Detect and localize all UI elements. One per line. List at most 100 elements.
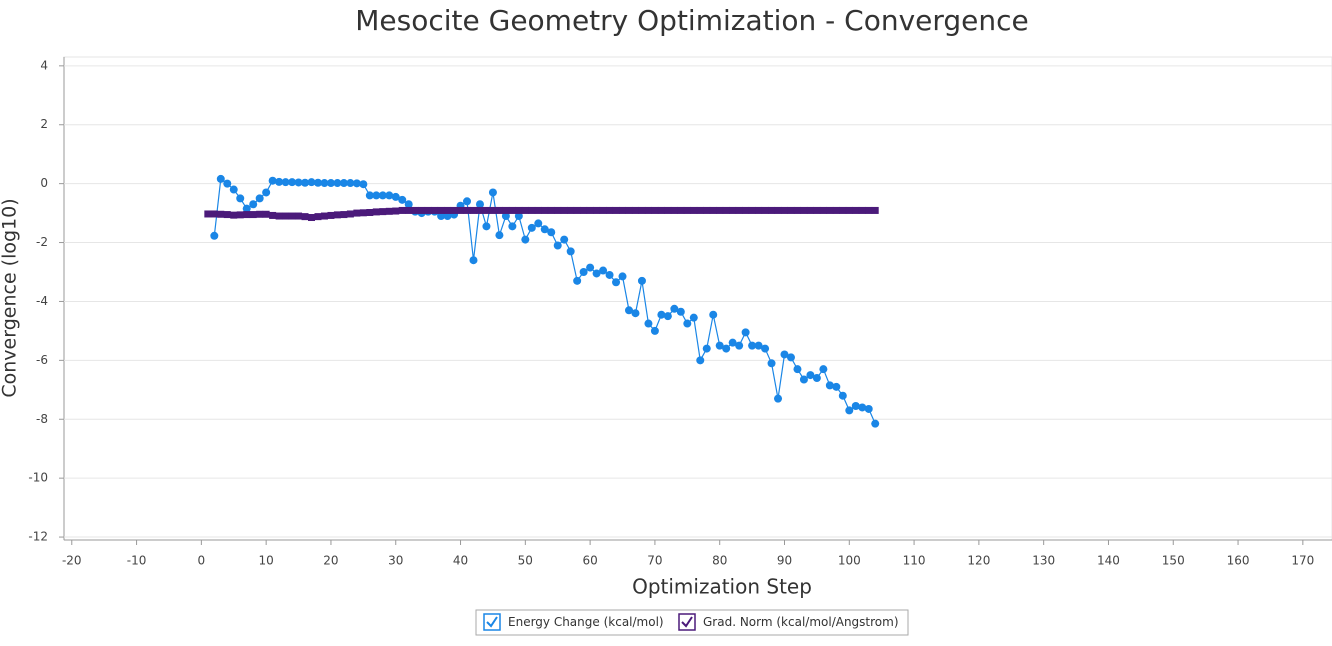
y-tick-label: -2 bbox=[36, 235, 48, 249]
checkbox[interactable] bbox=[483, 613, 501, 631]
point bbox=[527, 223, 536, 232]
legend-checkbox[interactable] bbox=[483, 613, 501, 631]
point bbox=[845, 406, 854, 415]
point bbox=[288, 178, 297, 187]
point bbox=[670, 304, 679, 313]
point bbox=[871, 419, 880, 428]
point bbox=[813, 206, 821, 214]
point bbox=[437, 212, 446, 221]
point bbox=[431, 206, 439, 214]
point bbox=[683, 206, 691, 214]
point bbox=[612, 206, 620, 214]
point bbox=[281, 178, 290, 187]
x-axis-label: Optimization Step bbox=[632, 575, 812, 599]
point bbox=[327, 211, 335, 219]
y-tick-label: -12 bbox=[28, 530, 48, 544]
point bbox=[307, 178, 316, 187]
point bbox=[619, 206, 627, 214]
point bbox=[625, 206, 633, 214]
point bbox=[295, 212, 303, 220]
point bbox=[819, 365, 828, 374]
point bbox=[457, 206, 465, 214]
point bbox=[612, 278, 621, 287]
point bbox=[249, 200, 258, 209]
point bbox=[683, 319, 692, 328]
point bbox=[502, 206, 510, 214]
x-tick-label: 30 bbox=[388, 554, 403, 568]
point bbox=[696, 356, 705, 365]
legend-checkbox[interactable] bbox=[678, 613, 696, 631]
y-tick-label: -6 bbox=[36, 353, 48, 367]
x-tick-label: 90 bbox=[777, 554, 792, 568]
point bbox=[825, 381, 834, 390]
y-tick-label: 0 bbox=[40, 176, 48, 190]
chart-title: Mesocite Geometry Optimization - Converg… bbox=[355, 4, 1029, 37]
y-tick-label: 4 bbox=[40, 58, 48, 72]
point bbox=[599, 266, 608, 275]
point bbox=[786, 353, 795, 362]
point bbox=[709, 310, 718, 319]
point bbox=[308, 214, 316, 222]
point bbox=[787, 206, 795, 214]
x-tick-label: 120 bbox=[967, 554, 990, 568]
point bbox=[210, 210, 218, 218]
point bbox=[838, 391, 847, 400]
point bbox=[398, 206, 406, 214]
point bbox=[651, 206, 659, 214]
point bbox=[469, 206, 477, 214]
point bbox=[269, 211, 277, 219]
point bbox=[864, 404, 873, 413]
point bbox=[677, 206, 685, 214]
point bbox=[553, 241, 562, 250]
point bbox=[294, 178, 303, 187]
point bbox=[501, 212, 510, 221]
point bbox=[702, 344, 711, 353]
point bbox=[210, 231, 219, 240]
point bbox=[832, 206, 840, 214]
checkmark bbox=[681, 616, 693, 628]
checkmark bbox=[486, 616, 498, 628]
y-tick-label: -4 bbox=[36, 294, 48, 308]
point bbox=[858, 403, 867, 412]
point bbox=[573, 206, 581, 214]
point bbox=[521, 235, 530, 244]
point bbox=[288, 212, 296, 220]
point bbox=[780, 206, 788, 214]
point bbox=[366, 209, 374, 217]
point bbox=[741, 328, 750, 337]
point bbox=[508, 206, 516, 214]
checkbox[interactable] bbox=[678, 613, 696, 631]
point bbox=[514, 212, 523, 221]
point bbox=[404, 200, 413, 209]
point bbox=[411, 206, 419, 214]
point bbox=[793, 206, 801, 214]
point bbox=[463, 206, 471, 214]
point bbox=[405, 206, 413, 214]
point bbox=[819, 206, 827, 214]
point bbox=[424, 206, 432, 214]
point bbox=[696, 206, 704, 214]
point bbox=[346, 179, 355, 188]
x-tick-label: 110 bbox=[903, 554, 926, 568]
x-tick-label: -10 bbox=[127, 554, 147, 568]
x-tick-label: 170 bbox=[1291, 554, 1314, 568]
point bbox=[631, 309, 640, 318]
point bbox=[229, 185, 238, 194]
point bbox=[839, 206, 847, 214]
point bbox=[463, 197, 472, 206]
point bbox=[495, 231, 504, 240]
point bbox=[476, 206, 484, 214]
point bbox=[560, 206, 568, 214]
point bbox=[644, 319, 653, 328]
point bbox=[799, 375, 808, 384]
x-tick-label: -20 bbox=[62, 554, 82, 568]
x-tick-label: 50 bbox=[518, 554, 533, 568]
point bbox=[262, 210, 270, 218]
x-tick-label: 0 bbox=[198, 554, 206, 568]
point bbox=[593, 206, 601, 214]
point bbox=[780, 350, 789, 359]
point bbox=[774, 206, 782, 214]
point bbox=[586, 263, 595, 272]
x-tick-label: 10 bbox=[259, 554, 274, 568]
